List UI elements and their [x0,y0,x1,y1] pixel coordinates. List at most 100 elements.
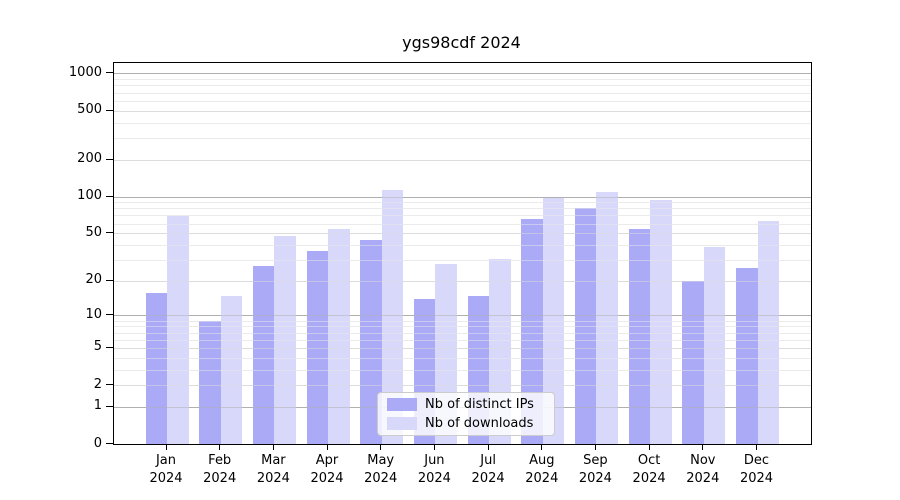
x-tick-aug [541,444,543,450]
x-tick-label-feb: Feb 2024 [203,453,237,486]
x-tick-mar [272,444,274,450]
bar-sep-distinct-ips [574,207,597,444]
chart-title: ygs98cdf 2024 [402,33,521,52]
gridline-5 [114,347,811,349]
y-tick-2 [106,384,113,386]
y-tick-1000 [106,72,113,74]
gridline-300 [114,137,811,139]
legend-row-downloads: Nb of downloads [378,416,554,431]
y-tick-label-50: 50 [85,224,102,240]
x-tick-label-oct: Oct 2024 [632,453,666,486]
y-tick-label-5: 5 [93,339,102,355]
gridline-100 [114,196,811,198]
y-tick-10 [106,314,113,316]
legend-swatch-downloads [387,417,417,430]
y-tick-50 [106,232,113,234]
bar-feb-distinct-ips [199,321,221,444]
y-tick-20 [106,279,113,281]
gridline-9 [114,320,811,322]
x-tick-dec [756,444,757,450]
x-tick-apr [326,444,328,450]
gridline-30 [114,259,811,261]
gridline-600 [114,100,811,102]
x-tick-label-nov: Nov 2024 [686,453,720,486]
bar-apr-distinct-ips [306,250,328,444]
gridline-1000 [114,73,811,75]
gridline-4 [114,357,811,359]
x-tick-oct [648,444,650,450]
gridline-80 [114,208,811,210]
y-tick-200 [106,158,113,160]
y-tick-1 [106,405,113,407]
gridline-200 [114,159,811,161]
bar-may-distinct-ips [360,240,382,444]
y-tick-label-20: 20 [85,272,102,288]
y-tick-5 [106,346,113,348]
legend-swatch-distinct-ips [387,398,417,411]
gridline-6 [114,339,811,341]
x-tick-label-mar: Mar 2024 [256,453,290,486]
y-tick-label-1: 1 [93,398,102,414]
gridline-3 [114,369,811,371]
bar-sep-downloads [596,191,618,444]
bar-dec-distinct-ips [736,267,758,444]
x-tick-label-apr: Apr 2024 [310,453,344,486]
bar-jan-distinct-ips [145,292,167,444]
x-tick-label-jun: Jun 2024 [417,453,451,486]
bar-nov-downloads [703,246,726,444]
gridline-60 [114,223,811,225]
x-tick-sep [594,444,596,450]
x-tick-label-dec: Dec 2024 [739,453,774,486]
x-tick-label-jan: Jan 2024 [149,453,183,486]
legend-label-downloads: Nb of downloads [425,416,534,431]
gridline-800 [114,85,811,87]
gridline-700 [114,92,811,94]
legend-label-distinct-ips: Nb of distinct IPs [425,397,534,412]
gridline-90 [114,202,811,204]
x-tick-jan [165,444,167,450]
gridline-40 [114,244,811,246]
bar-jan-downloads [167,215,189,444]
x-tick-label-jul: Jul 2024 [471,453,505,486]
bar-aug-distinct-ips [521,219,543,444]
y-tick-0 [106,443,113,444]
gridline-10 [114,315,811,317]
x-tick-jun [433,444,435,450]
y-tick-500 [106,109,113,111]
x-tick-label-may: May 2024 [364,453,398,486]
gridlines-over [114,63,811,444]
gridline-400 [114,122,811,124]
gridline-2 [114,385,811,387]
gridline-50 [114,233,811,235]
gridline-900 [114,79,811,81]
x-tick-label-aug: Aug 2024 [525,453,559,486]
y-tick-label-100: 100 [77,188,102,203]
x-tick-may [380,444,382,450]
x-tick-feb [219,444,221,450]
gridline-20 [114,280,811,282]
bar-nov-distinct-ips [682,281,704,444]
y-tick-label-1000: 1000 [68,64,102,80]
legend: Nb of distinct IPs Nb of downloads [377,392,555,436]
gridline-7 [114,332,811,334]
bars-layer [114,63,811,444]
bar-mar-distinct-ips [252,265,275,444]
y-tick-label-200: 200 [77,151,102,167]
x-tick-jul [487,444,489,450]
y-tick-100 [106,195,113,197]
y-tick-label-500: 500 [77,102,102,118]
x-tick-label-sep: Sep 2024 [578,453,612,486]
gridline-70 [114,215,811,217]
bar-may-downloads [381,189,404,444]
y-tick-label-2: 2 [93,376,102,392]
bar-oct-downloads [650,200,672,444]
bar-apr-downloads [328,228,350,444]
gridline-8 [114,326,811,328]
y-tick-label-0: 0 [93,435,102,451]
bar-oct-distinct-ips [628,228,651,444]
plot-area [113,62,812,445]
x-tick-nov [702,444,704,450]
y-tick-label-10: 10 [85,306,102,322]
gridline-500 [114,110,811,112]
